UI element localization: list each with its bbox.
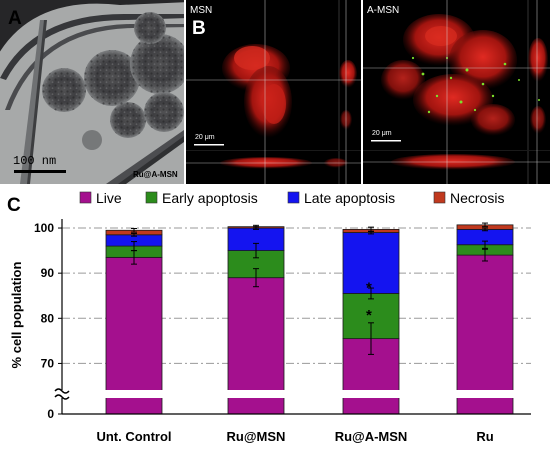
significance-marker: * (366, 307, 372, 324)
significance-marker: * (366, 280, 372, 297)
legend-swatch (79, 191, 92, 204)
legend: Live Early apoptosis Late apoptosis Necrosi… (79, 190, 504, 206)
legend-label: Late apoptosis (304, 190, 395, 206)
panel-b-msn-confocal: B MSN 20 μm (186, 0, 361, 184)
panel-c-stacked-bar-chart: C Live Early apoptosis Late apoptosis Necro… (7, 190, 531, 444)
y-tick-label: 90 (41, 266, 55, 280)
sample-label-a: Ru@A-MSN (133, 170, 178, 179)
axes: 0 70 80 90 100 (34, 219, 531, 421)
panel-b-amsn-confocal: A-MSN 20 μm (363, 0, 550, 184)
gridlines (62, 227, 531, 364)
axis-break-mark (54, 388, 70, 394)
y-tick-label: 100 (34, 221, 54, 235)
scale-bar-label-msn: 20 μm (195, 134, 215, 141)
panel-letter-c: C (7, 195, 21, 216)
panel-letter-b: B (192, 18, 206, 39)
amsn-label: A-MSN (367, 5, 400, 16)
x-tick-label: Ru@A-MSN (335, 429, 408, 444)
msn-label: MSN (190, 5, 213, 16)
legend-swatch (287, 191, 300, 204)
legend-swatch (433, 191, 446, 204)
bar-segment (456, 254, 514, 415)
panel-a-tem-image: A 100 nm Ru@A-MSN (0, 0, 184, 184)
x-tick-label: Ru@MSN (227, 429, 286, 444)
y-axis-label: % cell population (9, 261, 24, 368)
legend-label: Necrosis (450, 190, 504, 206)
scale-bar-label-amsn: 20 μm (372, 130, 392, 137)
axis-break-band (62, 390, 531, 398)
bar-segment (105, 256, 163, 415)
y-tick-label: 0 (47, 407, 54, 421)
error-bars: ** (131, 222, 488, 355)
y-tick-label: 70 (41, 356, 55, 370)
legend-label: Early apoptosis (162, 190, 258, 206)
bar-segment (342, 232, 400, 294)
legend-swatch (145, 191, 158, 204)
scale-bar-label-a: 100 nm (13, 154, 57, 168)
x-tick-label: Unt. Control (96, 429, 171, 444)
y-tick-label: 80 (41, 311, 55, 325)
axis-break-mark (54, 394, 70, 400)
axis-break-gap (54, 390, 70, 398)
bars: Unt. Control Ru@MSN Ru@A-MSN Ru (96, 224, 514, 444)
legend-label: Live (96, 190, 122, 206)
panel-letter-a: A (8, 8, 22, 29)
x-tick-label: Ru (476, 429, 493, 444)
